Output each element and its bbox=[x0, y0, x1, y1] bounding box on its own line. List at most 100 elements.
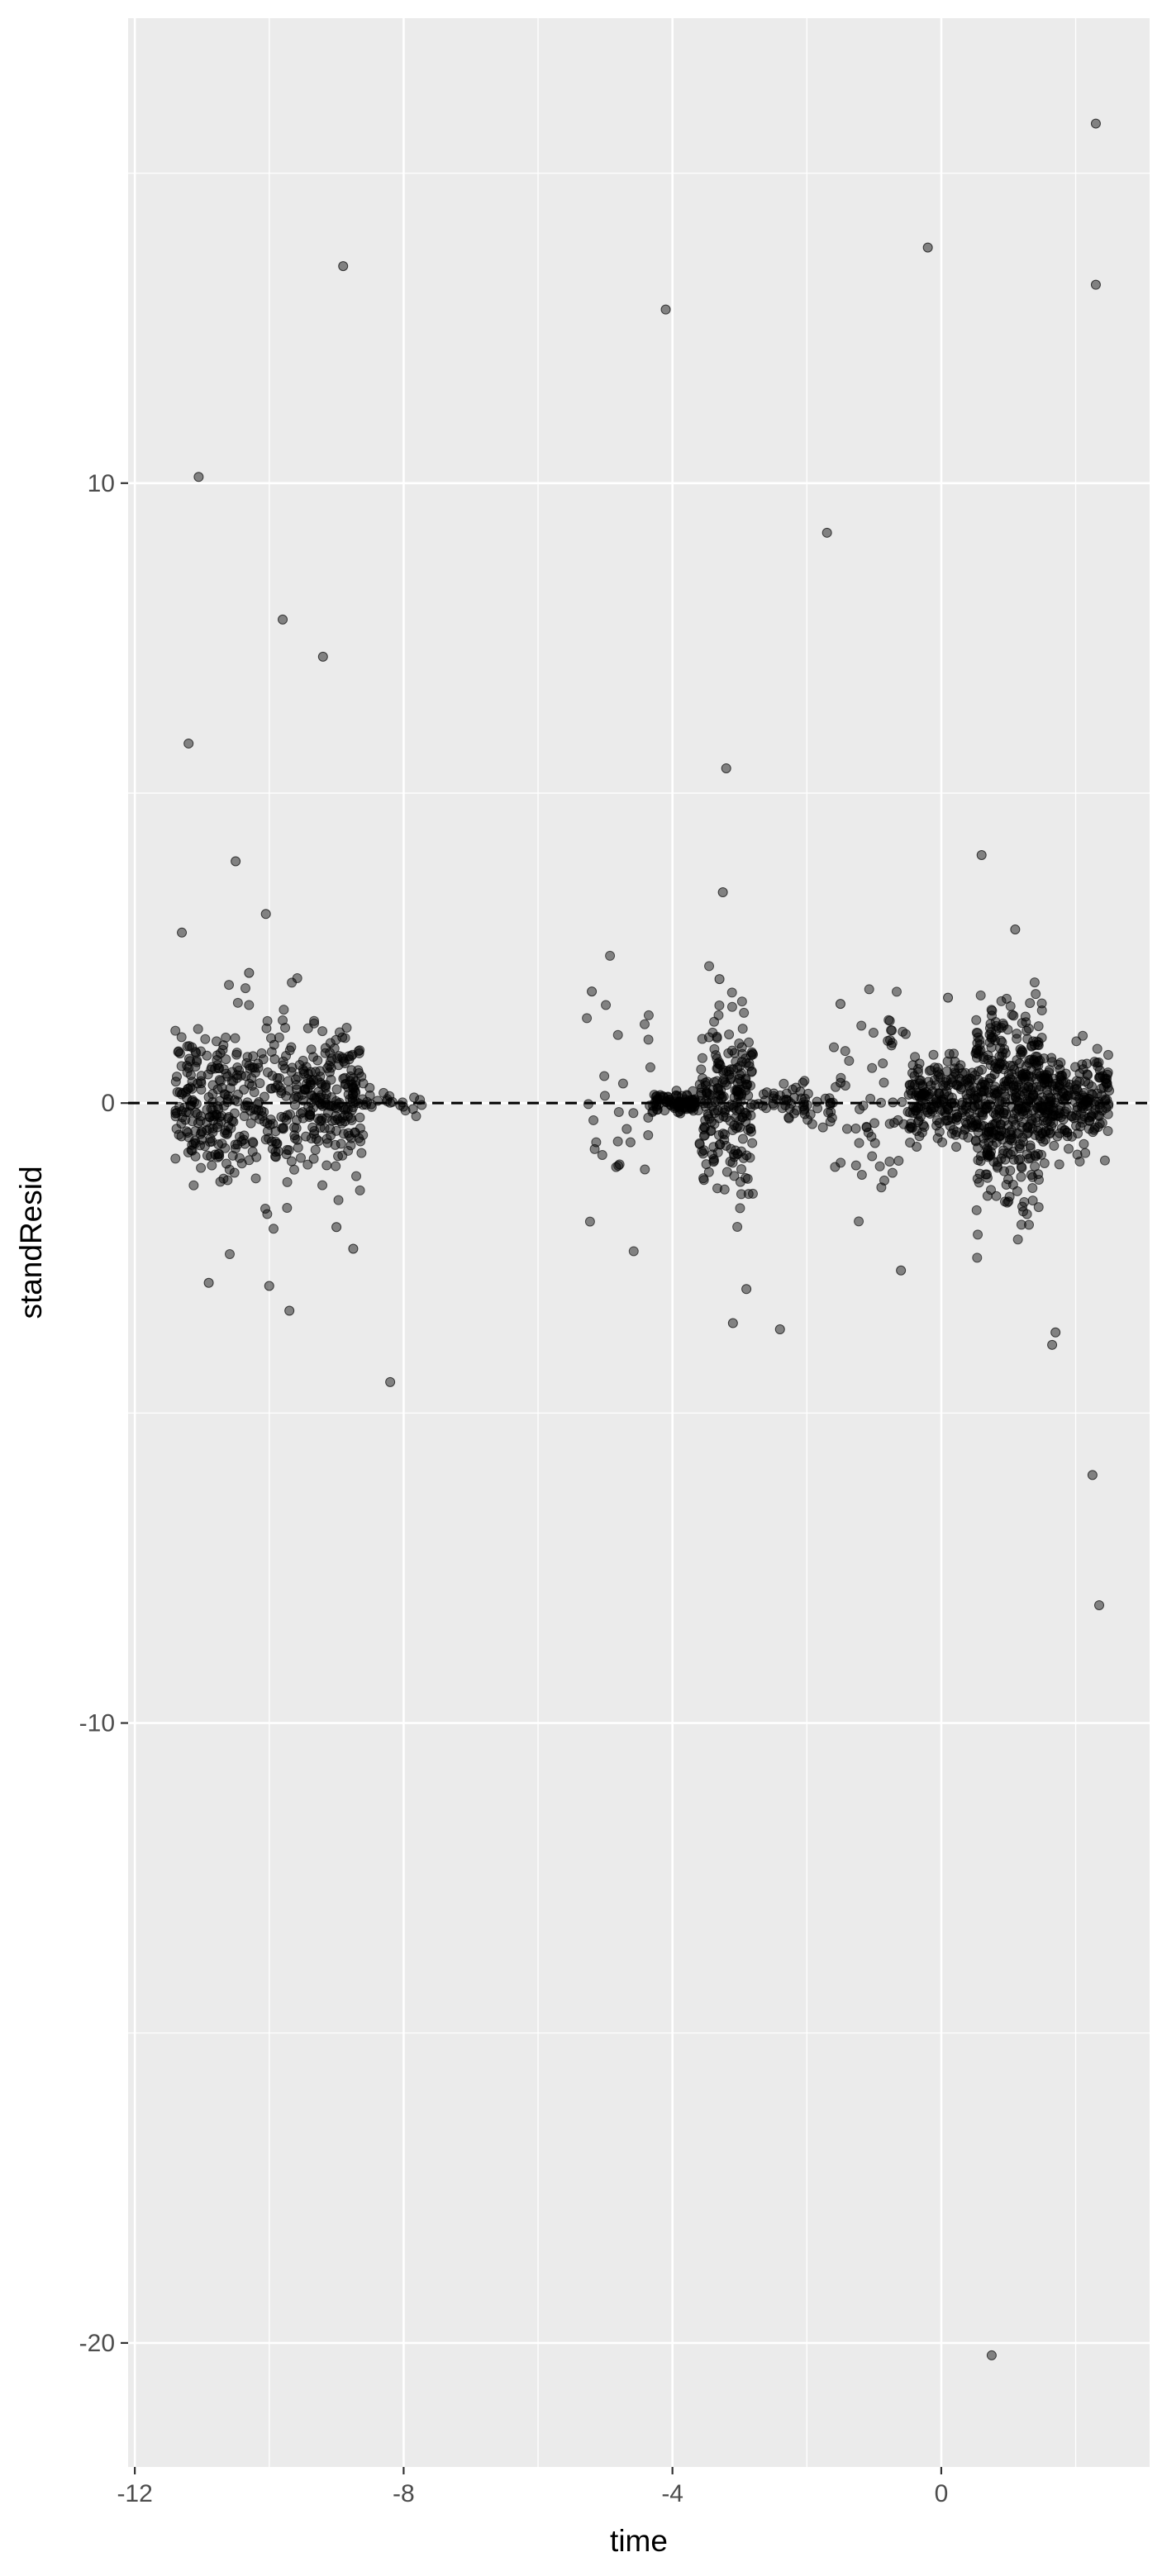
data-point-outlier bbox=[260, 909, 271, 920]
data-point bbox=[310, 1067, 321, 1077]
data-point bbox=[1102, 1126, 1113, 1137]
plot-panel bbox=[128, 18, 1150, 2467]
data-point bbox=[251, 1152, 262, 1162]
data-point bbox=[972, 1252, 983, 1263]
data-point bbox=[591, 1137, 602, 1148]
data-point bbox=[1039, 1157, 1050, 1168]
data-point bbox=[353, 1046, 364, 1057]
data-point bbox=[1025, 1153, 1036, 1163]
data-point bbox=[411, 1111, 421, 1122]
data-point bbox=[321, 1089, 331, 1100]
data-point bbox=[1094, 1099, 1105, 1110]
data-point bbox=[257, 1110, 268, 1121]
data-point bbox=[628, 1246, 639, 1257]
data-point bbox=[662, 1096, 673, 1107]
data-point bbox=[232, 1062, 243, 1073]
data-point bbox=[261, 1023, 272, 1034]
data-point-outlier bbox=[986, 2350, 997, 2360]
data-point bbox=[183, 1128, 193, 1138]
data-point bbox=[302, 1159, 313, 1170]
data-point-outlier bbox=[943, 992, 954, 1003]
data-point bbox=[202, 1050, 212, 1061]
data-point bbox=[184, 1041, 195, 1052]
data-point-outlier bbox=[727, 1318, 738, 1328]
data-point bbox=[836, 1077, 846, 1088]
data-point bbox=[951, 1142, 962, 1153]
data-point bbox=[599, 1091, 610, 1101]
data-point bbox=[1069, 1090, 1079, 1100]
data-point bbox=[735, 1105, 745, 1115]
data-point bbox=[1022, 1034, 1033, 1044]
data-point bbox=[317, 1180, 328, 1191]
data-point bbox=[190, 1151, 201, 1162]
data-point bbox=[887, 1167, 898, 1178]
data-point bbox=[1025, 998, 1036, 1009]
axis-ticks: -12 -8 -4 0 -20 -10 0 10 bbox=[79, 470, 949, 2507]
data-point bbox=[736, 1068, 747, 1079]
data-point bbox=[997, 1051, 1007, 1062]
data-point bbox=[999, 1196, 1010, 1207]
data-point bbox=[1102, 1067, 1113, 1078]
data-point bbox=[709, 1043, 720, 1054]
data-point bbox=[917, 1127, 927, 1138]
data-point bbox=[185, 1082, 196, 1093]
data-point bbox=[612, 1029, 623, 1040]
data-point bbox=[1012, 1234, 1023, 1245]
data-point-outlier bbox=[721, 763, 731, 773]
data-point bbox=[971, 1048, 982, 1058]
data-point bbox=[1033, 1148, 1044, 1159]
data-point bbox=[231, 1070, 242, 1081]
data-point bbox=[737, 1024, 748, 1034]
data-point bbox=[1089, 1123, 1100, 1134]
data-point bbox=[973, 1066, 983, 1077]
data-point bbox=[720, 1077, 731, 1088]
data-point bbox=[1028, 1036, 1039, 1047]
data-point bbox=[971, 1027, 982, 1038]
data-point bbox=[731, 1112, 741, 1123]
data-point bbox=[977, 1107, 988, 1118]
data-point-outlier bbox=[717, 887, 728, 898]
data-point bbox=[947, 1077, 958, 1088]
data-point bbox=[1046, 1053, 1057, 1063]
data-point bbox=[325, 1048, 336, 1058]
data-point-outlier bbox=[338, 261, 349, 272]
data-point-outlier bbox=[278, 614, 288, 625]
data-point-outlier bbox=[1094, 1599, 1105, 1610]
data-point bbox=[840, 1046, 850, 1057]
grid-lines bbox=[128, 18, 1150, 2467]
data-point bbox=[867, 1062, 878, 1073]
data-point bbox=[985, 1060, 996, 1071]
data-point bbox=[1055, 1071, 1065, 1081]
y-tick-label: 10 bbox=[88, 470, 115, 497]
data-point-outlier bbox=[348, 1243, 359, 1254]
data-point bbox=[1088, 1109, 1098, 1119]
data-point bbox=[898, 1026, 908, 1037]
data-point bbox=[971, 1119, 982, 1130]
data-point bbox=[272, 1072, 283, 1083]
data-point bbox=[721, 1066, 732, 1077]
data-point bbox=[1027, 1082, 1038, 1093]
data-point bbox=[1061, 1104, 1072, 1115]
data-point bbox=[228, 1116, 239, 1127]
data-point bbox=[698, 1148, 708, 1159]
data-point bbox=[929, 1062, 940, 1073]
data-point bbox=[836, 1157, 846, 1168]
data-point bbox=[195, 1111, 206, 1122]
data-point bbox=[333, 1195, 344, 1205]
data-point bbox=[1071, 1120, 1082, 1131]
data-point bbox=[259, 1116, 269, 1127]
data-point-outlier bbox=[1010, 924, 1021, 935]
data-point bbox=[364, 1090, 375, 1100]
data-point bbox=[309, 1018, 320, 1029]
data-point bbox=[614, 1159, 625, 1170]
data-point bbox=[345, 1140, 356, 1151]
data-point bbox=[188, 1180, 199, 1191]
data-point bbox=[1033, 1021, 1044, 1032]
data-point bbox=[912, 1141, 922, 1152]
data-point bbox=[1005, 1000, 1016, 1011]
data-point bbox=[731, 1086, 742, 1096]
data-point bbox=[407, 1104, 418, 1115]
data-point bbox=[972, 1173, 983, 1184]
data-point bbox=[911, 1105, 922, 1116]
data-point bbox=[1008, 1133, 1019, 1143]
